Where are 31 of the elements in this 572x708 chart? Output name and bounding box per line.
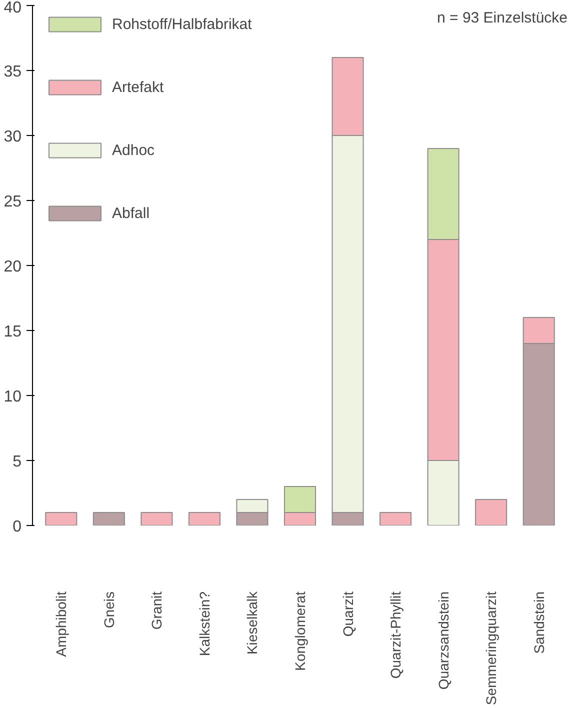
bar	[188, 512, 220, 526]
x-tick-label: Quarzit	[340, 591, 356, 637]
x-tick-label: Granit	[148, 591, 165, 630]
bar	[475, 499, 508, 526]
annotation: n = 93 Einzelstücke	[437, 10, 568, 26]
x-tick-label: Konglomerat	[292, 591, 308, 671]
y-tick-label: 25	[4, 194, 22, 210]
y-tick-label: 15	[4, 324, 22, 340]
bar	[92, 512, 125, 526]
bar	[45, 512, 78, 526]
x-tick-label: Quarzsandstein	[435, 591, 452, 690]
y-tick-label: 40	[4, 0, 22, 16]
y-tick-label: 0	[12, 518, 22, 536]
x-tick-label: Quarzit-Phyllit	[388, 591, 404, 679]
x-tick-label: Sandstein	[530, 591, 547, 654]
legend-label: Rohstoff/Halbfabrikat	[112, 16, 252, 32]
y-tick-label: 20	[4, 258, 22, 276]
x-tick-label: Amphibolit	[53, 591, 70, 657]
bar	[380, 512, 412, 526]
y-tick-label: 10	[4, 388, 22, 406]
legend-label: Adhoc	[112, 142, 155, 158]
y-tick-label: 35	[4, 64, 22, 80]
bar	[140, 512, 173, 526]
x-tick-label: Kieselkalk	[244, 590, 260, 655]
x-tick-label: Kalkstein?	[196, 591, 212, 656]
x-tick-label: Gneis	[100, 591, 117, 628]
legend-label: Abfall	[112, 204, 150, 222]
legend-label: Artefakt	[112, 78, 164, 96]
y-tick-label: 30	[4, 128, 22, 146]
x-tick-label: Semmeringquarzit	[483, 591, 500, 706]
y-tick-label: 5	[12, 454, 22, 470]
